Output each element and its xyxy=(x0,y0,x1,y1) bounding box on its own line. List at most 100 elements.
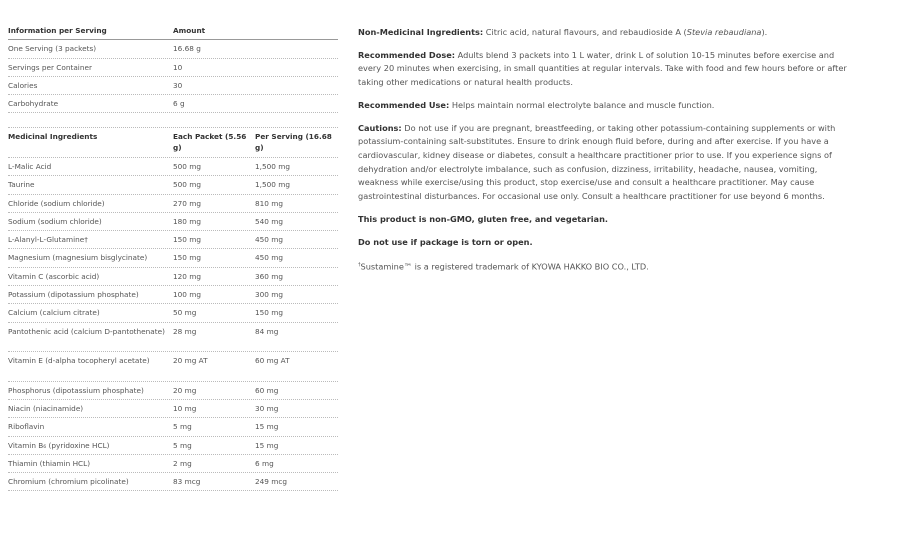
table-row: Sodium (sodium chloride) 180 mg 540 mg xyxy=(8,213,338,232)
amount-cell: 20 mg AT xyxy=(173,356,208,366)
table-row: Chloride (sodium chloride) 270 mg 810 mg xyxy=(8,195,338,213)
amount-cell: 120 mg xyxy=(173,271,201,281)
recommended-use: Recommended Use: Helps maintain normal e… xyxy=(358,99,850,113)
text: Citric acid, natural flavours, and rebau… xyxy=(483,27,687,37)
non-gmo-statement: This product is non-GMO, gluten free, an… xyxy=(358,213,850,227)
text: Do not use if package is torn or open. xyxy=(358,236,533,247)
info-table-header: Information per Serving Amount xyxy=(8,22,338,41)
text: Helps maintain normal electrolyte balanc… xyxy=(449,99,715,110)
amount-cell: 30 mg xyxy=(255,403,279,413)
trademark-note: †Sustamine™ is a registered trademark of… xyxy=(358,259,850,274)
text: Sustamine™ is a registered trademark of … xyxy=(360,261,649,272)
amount-cell: 1,500 mg xyxy=(255,161,290,171)
amount-cell: 30 xyxy=(173,80,183,90)
table-row: L-Alanyl-L-Glutamine† 150 mg 450 mg xyxy=(8,231,338,250)
table-row: Thiamin (thiamin HCL) 2 mg 6 mg xyxy=(8,455,338,474)
cautions: Cautions: Do not use if you are pregnant… xyxy=(358,122,850,204)
text: This product is non-GMO, gluten free, an… xyxy=(358,213,609,224)
amount-cell: 1,500 mg xyxy=(255,180,290,190)
header-cell: Medicinal Ingredients xyxy=(8,132,98,142)
amount-cell: 20 mg xyxy=(173,385,197,395)
text: Stevia rebaudiana xyxy=(686,27,762,37)
product-details: Non-Medicinal Ingredients: Citric acid, … xyxy=(358,26,850,283)
amount-cell: 6 g xyxy=(173,99,185,109)
supplement-facts-table: Information per Serving Amount One Servi… xyxy=(8,22,338,492)
dagger: † xyxy=(358,261,361,268)
table-row: L-Malic Acid 500 mg 1,500 mg xyxy=(8,158,338,177)
ingredient-name: Niacin (niacinamide) xyxy=(8,403,84,413)
amount-cell: 84 mg xyxy=(255,326,279,336)
amount-cell: 15 mg xyxy=(255,440,279,450)
ingredient-name: Vitamin B₆ (pyridoxine HCL) xyxy=(8,440,110,450)
amount-cell: 6 mg xyxy=(255,458,274,468)
label: Recommended Dose: xyxy=(358,49,456,60)
table-row: Riboflavin 5 mg 15 mg xyxy=(8,418,338,437)
ingredient-name: Vitamin E (d-alpha tocopheryl acetate) xyxy=(8,356,150,366)
amount-cell: 16.68 g xyxy=(173,44,201,54)
amount-cell: 60 mg AT xyxy=(255,356,290,366)
table-row: Taurine 500 mg 1,500 mg xyxy=(8,176,338,195)
amount-cell: 360 mg xyxy=(255,271,283,281)
amount-cell: 60 mg xyxy=(255,385,279,395)
ingredient-name: L-Alanyl-L-Glutamine† xyxy=(8,235,88,245)
ingredient-name: Potassium (dipotassium phosphate) xyxy=(8,290,139,300)
ingredient-name: Chromium (chromium picolinate) xyxy=(8,477,129,487)
ingredient-name: Thiamin (thiamin HCL) xyxy=(8,458,91,468)
label: Cautions: xyxy=(358,122,402,133)
table-row: Servings per Container 10 xyxy=(8,59,338,77)
table-row: Vitamin E (d-alpha tocopheryl acetate) 20… xyxy=(8,352,338,382)
amount-cell: 500 mg xyxy=(173,161,201,171)
header-cell: Information per Serving xyxy=(8,26,107,35)
amount-cell: 450 mg xyxy=(255,253,283,263)
table-row: Niacin (niacinamide) 10 mg 30 mg xyxy=(8,400,338,419)
table-row: Calories 30 xyxy=(8,77,338,96)
amount-cell: 15 mg xyxy=(255,422,279,432)
ingredient-name: Servings per Container xyxy=(8,62,92,72)
ingredient-name: Calories xyxy=(8,80,38,90)
amount-cell: 10 mg xyxy=(173,403,197,413)
table-row: Phosphorus (dipotassium phosphate) 20 mg 6… xyxy=(8,382,338,400)
amount-cell: 249 mcg xyxy=(255,477,287,487)
amount-cell: 5 mg xyxy=(173,422,192,432)
ingredient-name: Carbohydrate xyxy=(8,99,59,109)
amount-cell: 300 mg xyxy=(255,290,283,300)
medicinal-table-header: Medicinal Ingredients Each Packet (5.56 … xyxy=(8,128,338,158)
recommended-dose: Recommended Dose: Adults blend 3 packets… xyxy=(358,49,850,90)
header-cell: Per Serving (16.68 g) xyxy=(255,132,332,153)
ingredient-name: Sodium (sodium chloride) xyxy=(8,216,102,226)
ingredient-name: Phosphorus (dipotassium phosphate) xyxy=(8,385,144,395)
ingredient-name: Vitamin C (ascorbic acid) xyxy=(8,271,100,281)
amount-cell: 2 mg xyxy=(173,458,192,468)
header-cell: Amount xyxy=(173,26,206,35)
label: Non-Medicinal Ingredients: xyxy=(358,27,484,37)
amount-cell: 810 mg xyxy=(255,198,283,208)
ingredient-name: Magnesium (magnesium bisglycinate) xyxy=(8,253,148,263)
table-row: Pantothenic acid (calcium D-pantothenate… xyxy=(8,323,338,353)
amount-cell: 450 mg xyxy=(255,235,283,245)
ingredient-name: Chloride (sodium chloride) xyxy=(8,198,105,208)
table-row: Vitamin C (ascorbic acid) 120 mg 360 mg xyxy=(8,268,338,287)
table-row: Chromium (chromium picolinate) 83 mcg 249 … xyxy=(8,473,338,492)
ingredient-name: Pantothenic acid (calcium D-pantothenate… xyxy=(8,326,165,336)
amount-cell: 50 mg xyxy=(173,308,197,318)
amount-cell: 10 xyxy=(173,62,183,72)
amount-cell: 150 mg xyxy=(173,253,201,263)
amount-cell: 500 mg xyxy=(173,180,201,190)
text: Do not use if you are pregnant, breastfe… xyxy=(358,122,836,201)
header-cell: Each Packet (5.56 g) xyxy=(173,132,247,153)
label: Recommended Use: xyxy=(358,99,450,110)
amount-cell: 100 mg xyxy=(173,290,201,300)
amount-cell: 270 mg xyxy=(173,198,201,208)
amount-cell: 540 mg xyxy=(255,216,283,226)
amount-cell: 150 mg xyxy=(255,308,283,318)
table-row: Carbohydrate 6 g xyxy=(8,95,338,114)
table-row: Vitamin B₆ (pyridoxine HCL) 5 mg 15 mg xyxy=(8,437,338,455)
amount-cell: 180 mg xyxy=(173,216,201,226)
ingredient-name: One Serving (3 packets) xyxy=(8,44,97,54)
package-warning: Do not use if package is torn or open. xyxy=(358,236,850,250)
text: Adults blend 3 packets into 1 L water, d… xyxy=(358,49,847,88)
ingredient-name: Calcium (calcium citrate) xyxy=(8,308,100,318)
non-medicinal-ingredients: Non-Medicinal Ingredients: Citric acid, … xyxy=(358,26,850,40)
amount-cell: 28 mg xyxy=(173,326,197,336)
amount-cell: 5 mg xyxy=(173,440,192,450)
